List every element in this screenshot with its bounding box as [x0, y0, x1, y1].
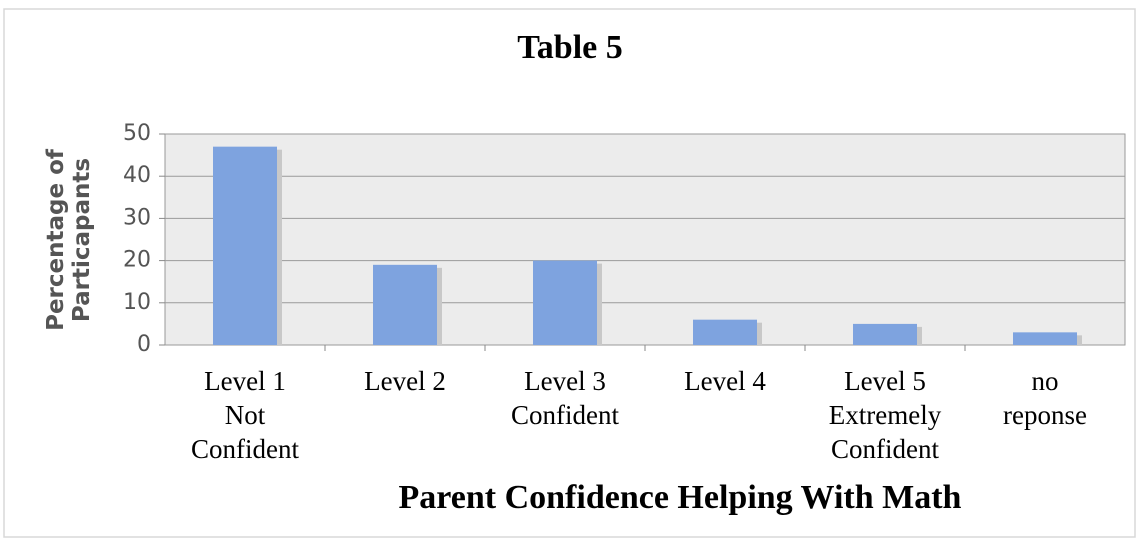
x-tick-label: Level 4 [684, 366, 766, 396]
x-tick-label: no reponse [1003, 366, 1087, 430]
y-axis-label: Percentage ofParticapants [43, 148, 95, 331]
y-tick-label: 0 [137, 332, 151, 357]
plot-area [164, 133, 1126, 346]
x-axis-label: Parent Confidence Helping With Math [399, 479, 962, 516]
x-tick-label: Level 5 Extremely Confident [829, 366, 942, 464]
x-tick-label: Level 2 [364, 366, 446, 396]
bar [213, 146, 277, 345]
bar [533, 260, 597, 345]
y-tick-label: 10 [123, 290, 151, 315]
bar [693, 319, 757, 345]
y-tick-label: 30 [123, 205, 151, 230]
y-tick-label: 40 [123, 163, 151, 188]
bar [853, 323, 917, 345]
bar [373, 264, 437, 345]
chart-title: Table 5 [517, 29, 623, 66]
x-tick-label: Level 1 Not Confident [191, 366, 299, 464]
bar [1013, 332, 1077, 345]
y-tick-label: 20 [123, 248, 151, 273]
y-tick-label: 50 [123, 121, 151, 146]
x-tick-label: Level 3 Confident [511, 366, 619, 430]
